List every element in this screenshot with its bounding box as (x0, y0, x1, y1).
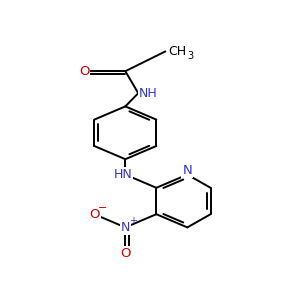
Text: −: − (98, 203, 107, 213)
Text: 3: 3 (187, 51, 194, 61)
Text: CH: CH (168, 45, 186, 58)
Text: O: O (120, 247, 130, 260)
Text: O: O (79, 65, 89, 78)
Text: N: N (182, 164, 192, 177)
Text: NH: NH (139, 87, 158, 100)
Text: +: + (129, 216, 136, 226)
Text: O: O (89, 208, 100, 221)
Text: HN: HN (113, 168, 132, 181)
Text: N: N (121, 221, 130, 234)
